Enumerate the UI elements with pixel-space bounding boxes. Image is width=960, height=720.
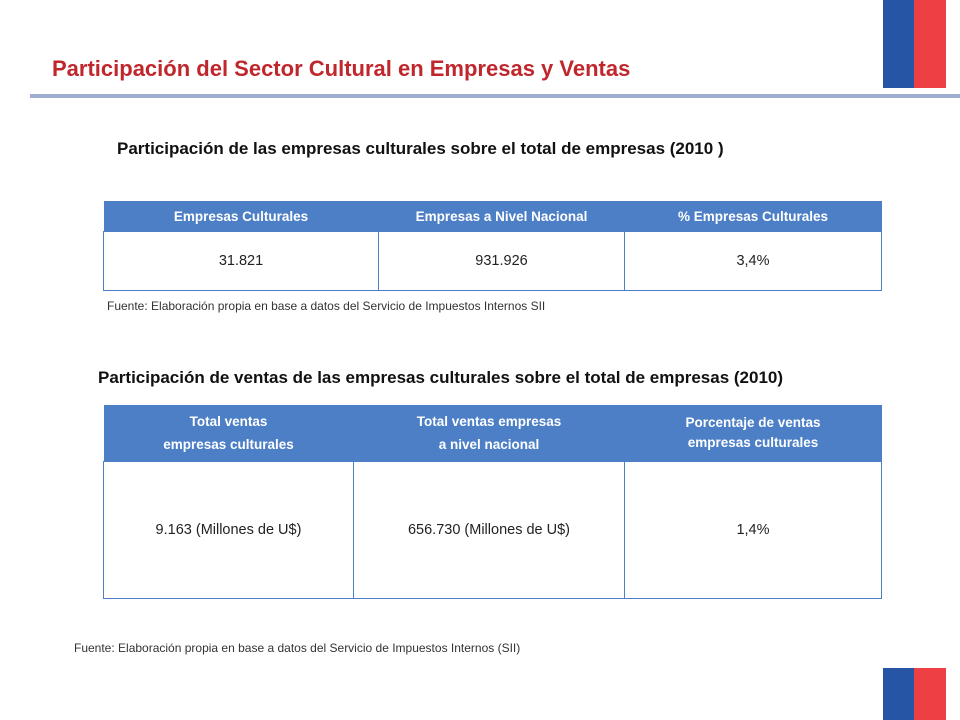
slide-title: Participación del Sector Cultural en Emp…	[52, 56, 631, 81]
section2-title: Participación de ventas de las empresas …	[98, 368, 784, 387]
title-underline	[30, 94, 960, 98]
cell-cultural-companies-percent: 3,4%	[624, 231, 882, 291]
header-line: Total ventas empresas	[416, 414, 562, 429]
header-total-sales-national: Total ventas empresas a nivel nacional	[353, 405, 625, 462]
flag-red-stripe	[914, 0, 946, 88]
header-total-sales-cultural: Total ventas empresas culturales	[103, 405, 354, 462]
header-cultural-companies: Empresas Culturales	[103, 201, 379, 232]
flag-blue-stripe	[883, 0, 914, 88]
source-note-1: Fuente: Elaboración propia en base a dat…	[107, 299, 546, 313]
source-note-2: Fuente: Elaboración propia en base a dat…	[74, 641, 521, 655]
cell-total-sales-national: 656.730 (Millones de U$)	[353, 461, 625, 599]
cell-cultural-companies: 31.821	[103, 231, 379, 291]
header-line: a nivel nacional	[438, 437, 540, 452]
cell-total-sales-cultural: 9.163 (Millones de U$)	[103, 461, 354, 599]
header-line: empresas culturales	[687, 435, 819, 450]
flag-logo-bottom	[883, 668, 946, 720]
cell-national-companies: 931.926	[378, 231, 625, 291]
table-row: 31.821 931.926 3,4%	[103, 231, 882, 291]
header-line: Porcentaje de ventas	[685, 415, 821, 430]
flag-logo-top	[883, 0, 946, 88]
table-header-row: Empresas Culturales Empresas a Nivel Nac…	[103, 201, 882, 232]
header-line: Total ventas	[189, 414, 268, 429]
table-row: 9.163 (Millones de U$) 656.730 (Millones…	[103, 461, 882, 599]
flag-red-stripe	[914, 668, 946, 720]
header-sales-percentage: Porcentaje de ventas empresas culturales	[624, 405, 882, 462]
cell-sales-percentage: 1,4%	[624, 461, 882, 599]
sales-table: Total ventas empresas culturales Total v…	[103, 405, 882, 599]
header-line: empresas culturales	[163, 437, 294, 452]
section1-title: Participación de las empresas culturales…	[117, 139, 724, 158]
companies-table: Empresas Culturales Empresas a Nivel Nac…	[103, 201, 882, 291]
table-header-row: Total ventas empresas culturales Total v…	[103, 405, 882, 462]
header-cultural-companies-percent: % Empresas Culturales	[624, 201, 882, 232]
header-national-companies: Empresas a Nivel Nacional	[378, 201, 625, 232]
flag-blue-stripe	[883, 668, 914, 720]
